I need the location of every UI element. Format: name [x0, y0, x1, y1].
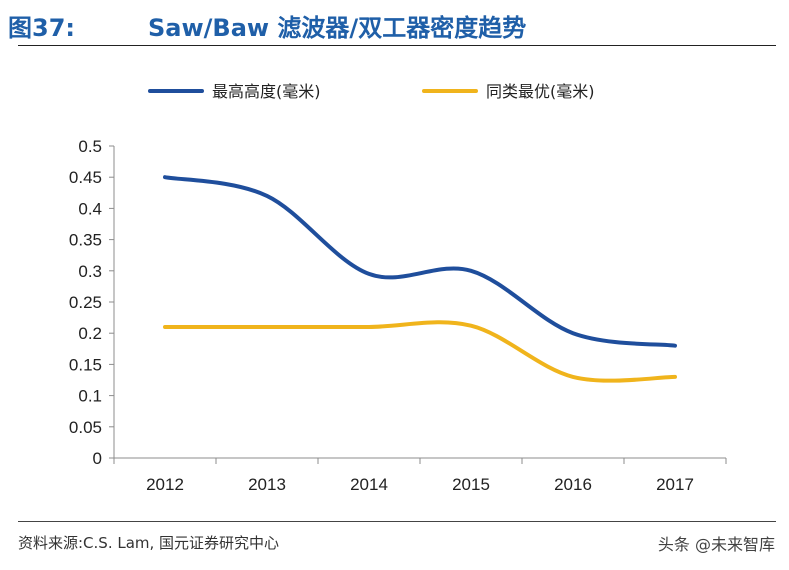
y-tick-label: 0.05 [69, 418, 102, 437]
x-tick-label: 2012 [146, 475, 184, 494]
figure-label: 图37: [8, 14, 75, 42]
y-tick-label: 0.25 [69, 293, 102, 312]
watermark: 头条 @未来智库 [657, 535, 775, 554]
title-divider [18, 45, 776, 46]
figure-title-row: 图37: Saw/Baw 滤波器/双工器密度趋势 [0, 8, 789, 42]
x-tick-label: 2013 [248, 475, 286, 494]
figure-title: Saw/Baw 滤波器/双工器密度趋势 [148, 14, 527, 42]
source-note: 资料来源:C.S. Lam, 国元证券研究中心 [18, 534, 280, 552]
x-tick-label: 2017 [656, 475, 694, 494]
y-tick-label: 0.3 [78, 262, 102, 281]
x-tick-label: 2015 [452, 475, 490, 494]
series-line-1 [163, 175, 677, 348]
legend-label-1: 最高高度(毫米) [212, 82, 321, 101]
y-tick-label: 0.2 [78, 324, 102, 343]
legend-label-2: 同类最优(毫米) [486, 82, 595, 101]
y-tick-label: 0.35 [69, 231, 102, 250]
series-line-2 [163, 320, 677, 383]
x-tick-label: 2014 [350, 475, 388, 494]
y-tick-label: 0 [93, 449, 102, 468]
y-tick-label: 0.5 [78, 137, 102, 156]
x-tick-label: 2016 [554, 475, 592, 494]
y-tick-label: 0.1 [78, 387, 102, 406]
y-tick-label: 0.4 [78, 199, 102, 218]
y-tick-label: 0.15 [69, 355, 102, 374]
y-tick-label: 0.45 [69, 168, 102, 187]
footer-divider [18, 521, 776, 522]
